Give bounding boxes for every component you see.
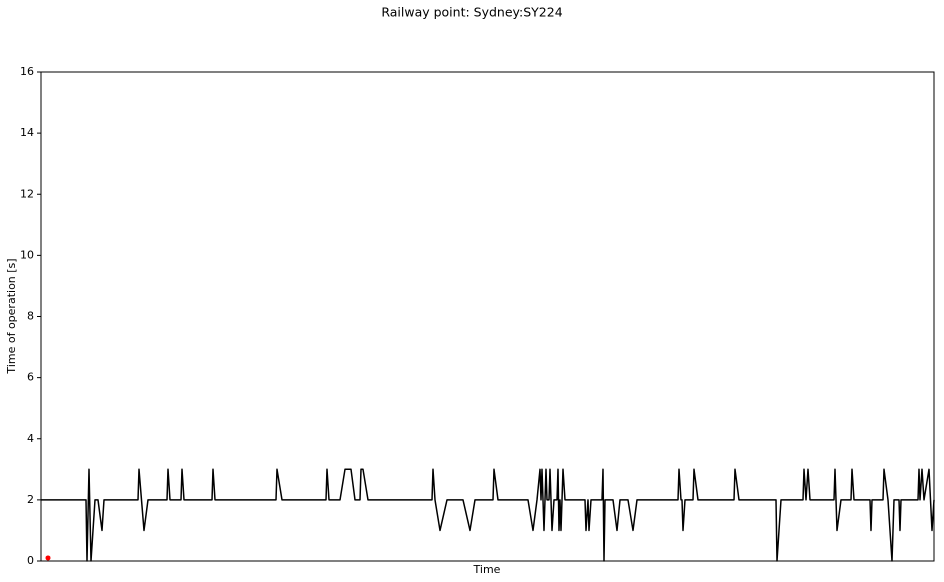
data-line xyxy=(41,468,935,562)
y-tick-label: 0 xyxy=(27,554,34,567)
y-tick-label: 16 xyxy=(20,65,34,78)
point xyxy=(45,555,51,561)
x-axis-label: Time xyxy=(473,563,501,576)
y-axis-label: Time of operation [s] xyxy=(5,258,18,374)
y-tick-label: 10 xyxy=(20,248,34,261)
y-tick-label: 12 xyxy=(20,187,34,200)
chart-title: Railway point: Sydney:SY224 xyxy=(381,5,562,20)
y-tick-label: 2 xyxy=(27,493,34,506)
plot-frame xyxy=(40,71,935,562)
y-tick-label: 4 xyxy=(27,432,34,445)
y-tick-label: 8 xyxy=(27,310,34,323)
y-tick-label: 14 xyxy=(20,126,34,139)
y-tick-label: 6 xyxy=(27,371,34,384)
